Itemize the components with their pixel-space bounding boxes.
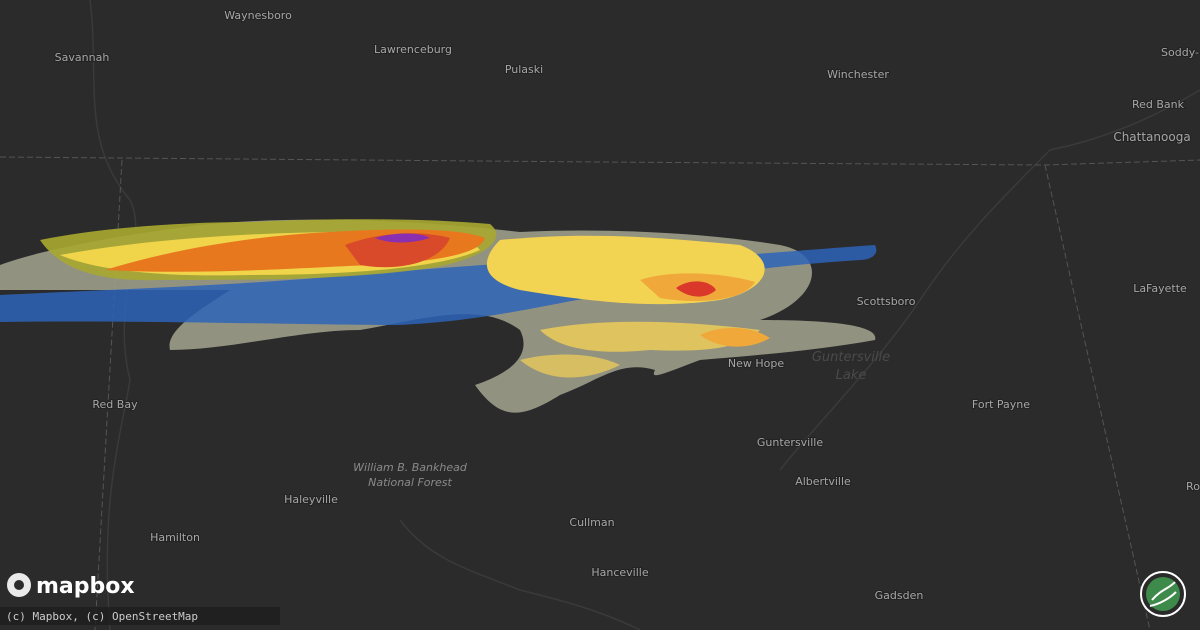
place-label: Haleyville	[284, 493, 338, 506]
place-label: Ro	[1186, 480, 1200, 493]
place-label: Hanceville	[591, 566, 648, 579]
state-borders	[0, 156, 1200, 630]
logo-text: mapbox	[36, 574, 135, 599]
mapbox-logo: mapbox	[7, 573, 135, 599]
place-label: Guntersville	[757, 436, 823, 449]
place-label: Chattanooga	[1113, 130, 1190, 144]
attribution-bg	[0, 607, 280, 625]
place-label: Pulaski	[505, 63, 543, 76]
forest-label: William B. Bankhead	[353, 461, 468, 474]
place-label: Fort Payne	[972, 398, 1030, 411]
place-label: New Hope	[728, 357, 784, 370]
place-label: Scottsboro	[857, 295, 916, 308]
place-label: Albertville	[795, 475, 851, 488]
place-label: Waynesboro	[224, 9, 292, 22]
place-label: Gadsden	[875, 589, 924, 602]
lake-label: Lake	[836, 368, 867, 383]
storm-swaths	[0, 219, 877, 413]
place-label: LaFayette	[1133, 282, 1187, 295]
forest-label: National Forest	[368, 476, 452, 489]
place-label: Red Bank	[1132, 98, 1185, 111]
place-label: Hamilton	[150, 531, 200, 544]
place-label: Red Bay	[92, 398, 138, 411]
brand-badge	[1140, 571, 1186, 617]
place-label: Soddy-	[1161, 46, 1199, 59]
place-label: Lawrenceburg	[374, 43, 452, 56]
place-label: Cullman	[569, 516, 614, 529]
lake-label: Guntersville	[812, 350, 890, 365]
place-label: Savannah	[55, 51, 110, 64]
attribution[interactable]: (c) Mapbox, (c) OpenStreetMap	[6, 610, 198, 623]
place-label: Winchester	[827, 68, 889, 81]
